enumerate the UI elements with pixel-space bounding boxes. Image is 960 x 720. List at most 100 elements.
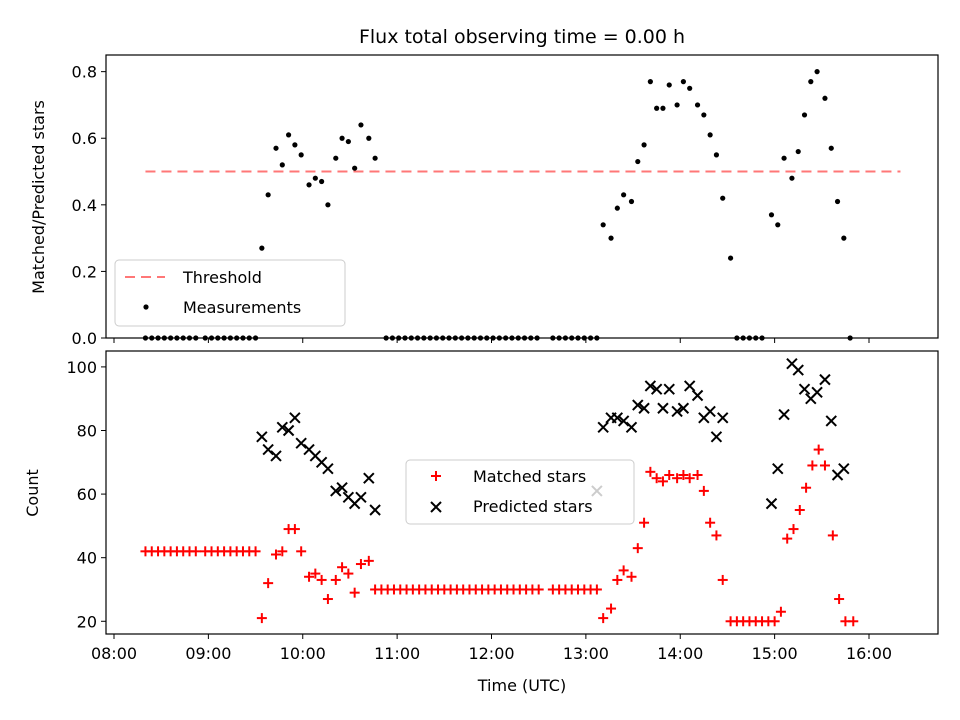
matched-star-marker: [330, 574, 341, 585]
predicted-star-marker-b: [811, 386, 823, 399]
matched-star-marker: [598, 613, 609, 624]
predicted-star-marker: [276, 421, 289, 434]
measurement-point: [666, 82, 672, 88]
predicted-star-marker-b: [262, 443, 274, 456]
matched-star-marker: [277, 546, 288, 557]
measurement-point: [325, 202, 331, 208]
count-y-tick-label: 60: [77, 485, 97, 504]
measurement-point: [575, 335, 581, 341]
matched-star-marker: [296, 546, 307, 557]
predicted-legend-marker: [430, 501, 442, 513]
measurement-point: [727, 255, 734, 261]
count-legend-box: [405, 459, 635, 525]
ratio-y-tick-label: 0.0: [72, 329, 97, 348]
count-x-tick-label: 14:00: [657, 644, 703, 663]
matched-star-marker: [782, 533, 793, 544]
measurement-points: [142, 69, 853, 341]
matched-star-marker: [349, 587, 360, 598]
measurement-point: [781, 155, 787, 161]
matched-star-marker: [848, 616, 859, 627]
measurement-point: [713, 152, 720, 158]
matched-star-marker: [705, 517, 716, 528]
count-x-tick-label: 12:00: [468, 644, 514, 663]
measurement-point: [509, 335, 515, 341]
measurement-point: [841, 235, 847, 241]
predicted-star-marker: [765, 497, 778, 510]
predicted-star-marker-b: [663, 383, 675, 395]
measurement-point: [628, 198, 635, 205]
measurement-point: [383, 335, 389, 341]
predicted-star-marker: [691, 389, 704, 402]
matched-star-marker: [256, 613, 267, 624]
predicted-star-marker: [270, 450, 282, 462]
predicted-star-marker-b: [270, 450, 282, 462]
predicted-star-marker: [617, 415, 630, 427]
matched-star-marker: [651, 473, 662, 484]
predicted-star-marker: [289, 412, 301, 424]
predicted-star-marker-b: [671, 405, 683, 418]
predicted-star-marker: [717, 412, 729, 424]
matched-star-marker: [343, 568, 354, 579]
measurement-point: [581, 335, 587, 341]
measurement-point: [352, 165, 358, 171]
measurement-point: [366, 135, 372, 141]
predicted-star-marker: [282, 424, 295, 437]
matched-star-marker: [801, 482, 812, 493]
measurement-point: [789, 175, 795, 181]
measurement-point: [753, 335, 759, 341]
predicted-star-marker-b: [677, 402, 690, 414]
count-x-tick-label: 13:00: [563, 644, 609, 663]
count-plot-frame: [105, 350, 939, 635]
predicted-star-marker: [597, 421, 609, 434]
predicted-star-marker: [663, 383, 675, 395]
predicted-star-marker-b: [611, 412, 624, 424]
predicted-star-marker-b: [597, 421, 609, 434]
count-y-ticks: 20 40 60 80 100: [66, 358, 106, 631]
measurement-point: [180, 335, 186, 341]
predicted-star-marker: [798, 383, 811, 395]
measurement-point: [503, 335, 509, 341]
matched-legend-swatch: [431, 471, 441, 481]
matched-star-marker: [657, 476, 668, 487]
predicted-star-marker-b: [369, 504, 381, 516]
predicted-star-marker-b: [691, 389, 704, 402]
predicted-star-marker-b: [838, 462, 850, 475]
predicted-star-marker-b: [786, 358, 798, 370]
matched-star-marker: [355, 559, 366, 570]
matched-star-marker: [618, 565, 629, 576]
predicted-star-marker-b: [792, 364, 804, 376]
measurement-point: [496, 335, 502, 341]
predicted-star-marker-b: [336, 482, 348, 494]
measurement-point: [345, 138, 351, 145]
matched-star-marker: [533, 584, 544, 595]
threshold-legend-label: Threshold: [182, 268, 262, 287]
matched-star-marker: [775, 606, 786, 617]
predicted-star-marker-b: [825, 415, 837, 427]
predicted-star-marker-b: [650, 383, 663, 395]
measurement-point: [319, 178, 325, 185]
measurement-point: [358, 122, 364, 128]
predicted-star-marker: [625, 421, 638, 434]
measurement-point: [654, 105, 660, 111]
predicted-star-marker: [256, 431, 268, 443]
matched-star-marker: [692, 470, 703, 481]
matched-star-marker: [322, 594, 333, 605]
measurement-point: [459, 335, 465, 341]
measurement-point: [465, 335, 471, 341]
count-y-tick-label: 20: [77, 612, 97, 631]
measurement-point: [408, 335, 414, 341]
matched-star-marker: [711, 530, 722, 541]
measurement-point: [221, 335, 227, 341]
measurement-point: [701, 112, 707, 118]
predicted-star-marker: [657, 402, 669, 414]
predicted-star-marker: [772, 462, 784, 475]
predicted-star-marker-b: [342, 491, 355, 503]
predicted-star-marker-b: [710, 431, 723, 443]
predicted-star-marker-b: [704, 405, 716, 418]
measurement-point: [822, 95, 828, 101]
count-x-tick-label: 16:00: [846, 644, 892, 663]
measurement-point: [246, 335, 252, 341]
matched-star-marker: [672, 473, 683, 484]
ratio-y-tick-label: 0.4: [72, 196, 97, 215]
count-x-tick-label: 15:00: [752, 644, 798, 663]
